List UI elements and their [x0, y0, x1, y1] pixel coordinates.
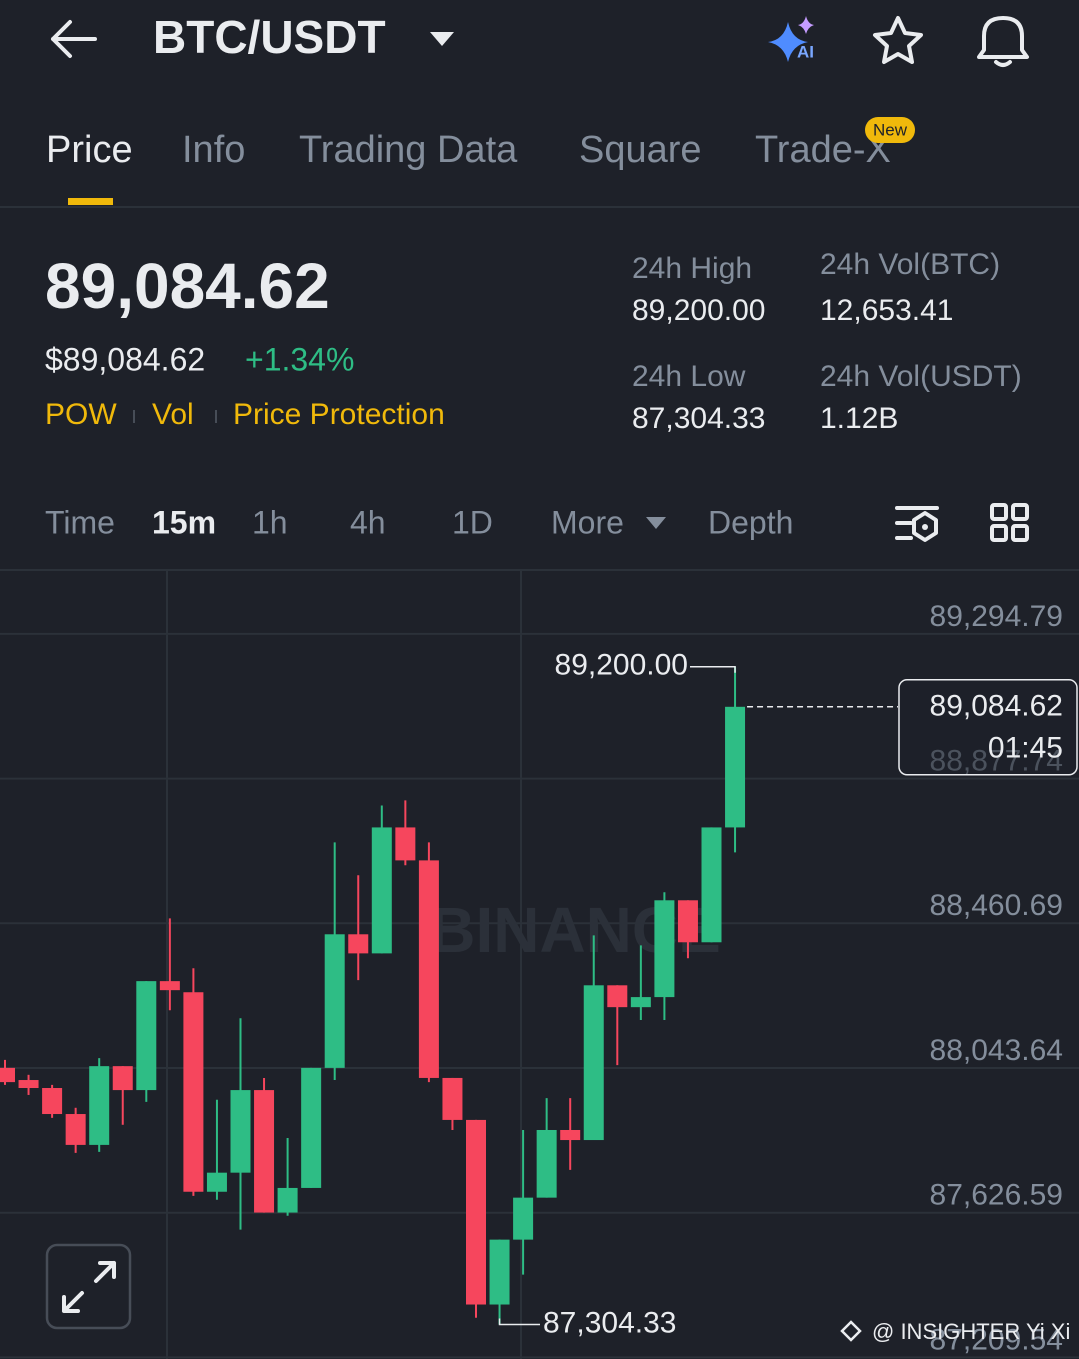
vertical-grid-line	[520, 571, 522, 1359]
badge	[865, 117, 915, 143]
low-label: 87,304.33	[543, 1306, 676, 1339]
candle-body	[395, 827, 416, 861]
footer-logo	[840, 1320, 862, 1342]
candle-body	[324, 934, 345, 1068]
grid: 89,294.7988,877.7488,460.6988,043.6487,6…	[0, 600, 1079, 1359]
more-dropdown[interactable]	[646, 517, 666, 529]
candle-body	[371, 827, 392, 954]
price-change: +1.34%	[245, 341, 354, 377]
alert-button[interactable]	[977, 16, 1029, 67]
tag[interactable]: Vol	[152, 398, 194, 431]
candle-body	[630, 997, 651, 1008]
stat-value: 89,200.00	[632, 294, 765, 327]
candle-body	[230, 1090, 251, 1173]
candle-body	[112, 1066, 133, 1091]
stat-value: 87,304.33	[632, 402, 765, 435]
candle-body	[489, 1239, 510, 1305]
tag-separator	[215, 410, 217, 423]
candle-body	[348, 934, 369, 954]
candle-body	[42, 1088, 63, 1115]
candle-body	[560, 1129, 581, 1141]
candle-body	[254, 1090, 275, 1213]
overlay: 89,200.00 87,304.33 89,084.62 01:45	[498, 649, 1078, 1339]
candle-body	[442, 1077, 463, 1120]
fullscreen-button[interactable]	[45, 1243, 132, 1330]
layout-button[interactable]	[990, 503, 1029, 542]
tab[interactable]: Square	[579, 129, 702, 171]
tag[interactable]: POW	[45, 398, 117, 431]
watermark: BINANCE	[429, 894, 721, 966]
stat-label: 24h Low	[632, 360, 746, 393]
usd-price: $89,084.62	[45, 341, 205, 377]
y-tick-label: 87,209.54	[930, 1323, 1063, 1356]
stat-value: 1.12B	[820, 402, 898, 435]
y-tick-label: 88,043.64	[930, 1034, 1063, 1067]
candle-body	[277, 1187, 298, 1213]
interval-more[interactable]: More	[551, 504, 624, 540]
favorite-button[interactable]	[873, 16, 923, 64]
stat-label: 24h Vol(USDT)	[820, 360, 1022, 393]
tab[interactable]: Info	[182, 129, 245, 171]
candle-body	[65, 1114, 86, 1145]
low-marker	[498, 1318, 540, 1326]
last-price-label: 89,084.62	[930, 690, 1063, 723]
candle-body	[159, 981, 180, 991]
interval[interactable]: 4h	[350, 504, 386, 540]
candle-body	[654, 900, 675, 998]
y-tick-label: 88,460.69	[930, 889, 1063, 922]
candle-body	[0, 1067, 15, 1083]
candle-body	[301, 1067, 322, 1188]
vertical-grid-line	[166, 571, 168, 1359]
high-marker	[690, 666, 736, 673]
indicator-button[interactable]	[895, 506, 939, 542]
tab[interactable]: Trading Data	[299, 129, 518, 171]
candles	[0, 666, 746, 1325]
depth-tab[interactable]: Depth	[708, 504, 793, 540]
tab-indicator	[68, 198, 113, 205]
ai-button[interactable]: AI	[768, 16, 814, 62]
countdown: 01:45	[988, 732, 1063, 765]
candle-body	[183, 992, 204, 1192]
tag-separator	[133, 410, 135, 423]
back-button[interactable]	[51, 20, 97, 58]
pair-title[interactable]: BTC/USDT	[153, 11, 386, 63]
divider	[0, 206, 1079, 208]
candle-body	[206, 1172, 227, 1192]
candle-body	[89, 1066, 110, 1145]
interval-label: Time	[45, 504, 115, 540]
tab[interactable]: Price	[46, 129, 133, 171]
stat-value: 12,653.41	[820, 294, 953, 327]
candle-body	[513, 1197, 534, 1240]
y-tick-label: 89,294.79	[930, 600, 1063, 633]
candle-body	[136, 981, 157, 1091]
candle-body	[536, 1129, 557, 1198]
divider	[0, 569, 1079, 571]
footer-credit: @ INSIGHTER Yi Xi	[872, 1319, 1070, 1344]
interval[interactable]: 1D	[452, 504, 493, 540]
interval[interactable]: 1h	[252, 504, 288, 540]
candle-body	[677, 900, 698, 943]
last-price: 89,084.62	[45, 250, 330, 322]
candle-body	[466, 1119, 486, 1305]
candle-body	[418, 860, 439, 1078]
candle-body	[701, 827, 722, 943]
stat-label: 24h Vol(BTC)	[820, 248, 1000, 281]
candle-body	[18, 1080, 39, 1089]
interval[interactable]: 15m	[152, 504, 216, 540]
y-tick-label: 87,626.59	[930, 1179, 1063, 1212]
stat-label: 24h High	[632, 252, 752, 285]
badge-text: New	[873, 120, 908, 139]
pair-dropdown[interactable]	[430, 32, 454, 46]
candle-body	[725, 706, 746, 828]
ai-icon-text: AI	[797, 42, 814, 61]
candle-body	[583, 985, 604, 1141]
last-price-box	[898, 679, 1078, 776]
candle-body	[607, 985, 628, 1008]
tag[interactable]: Price Protection	[233, 398, 445, 431]
high-label: 89,200.00	[555, 649, 688, 682]
